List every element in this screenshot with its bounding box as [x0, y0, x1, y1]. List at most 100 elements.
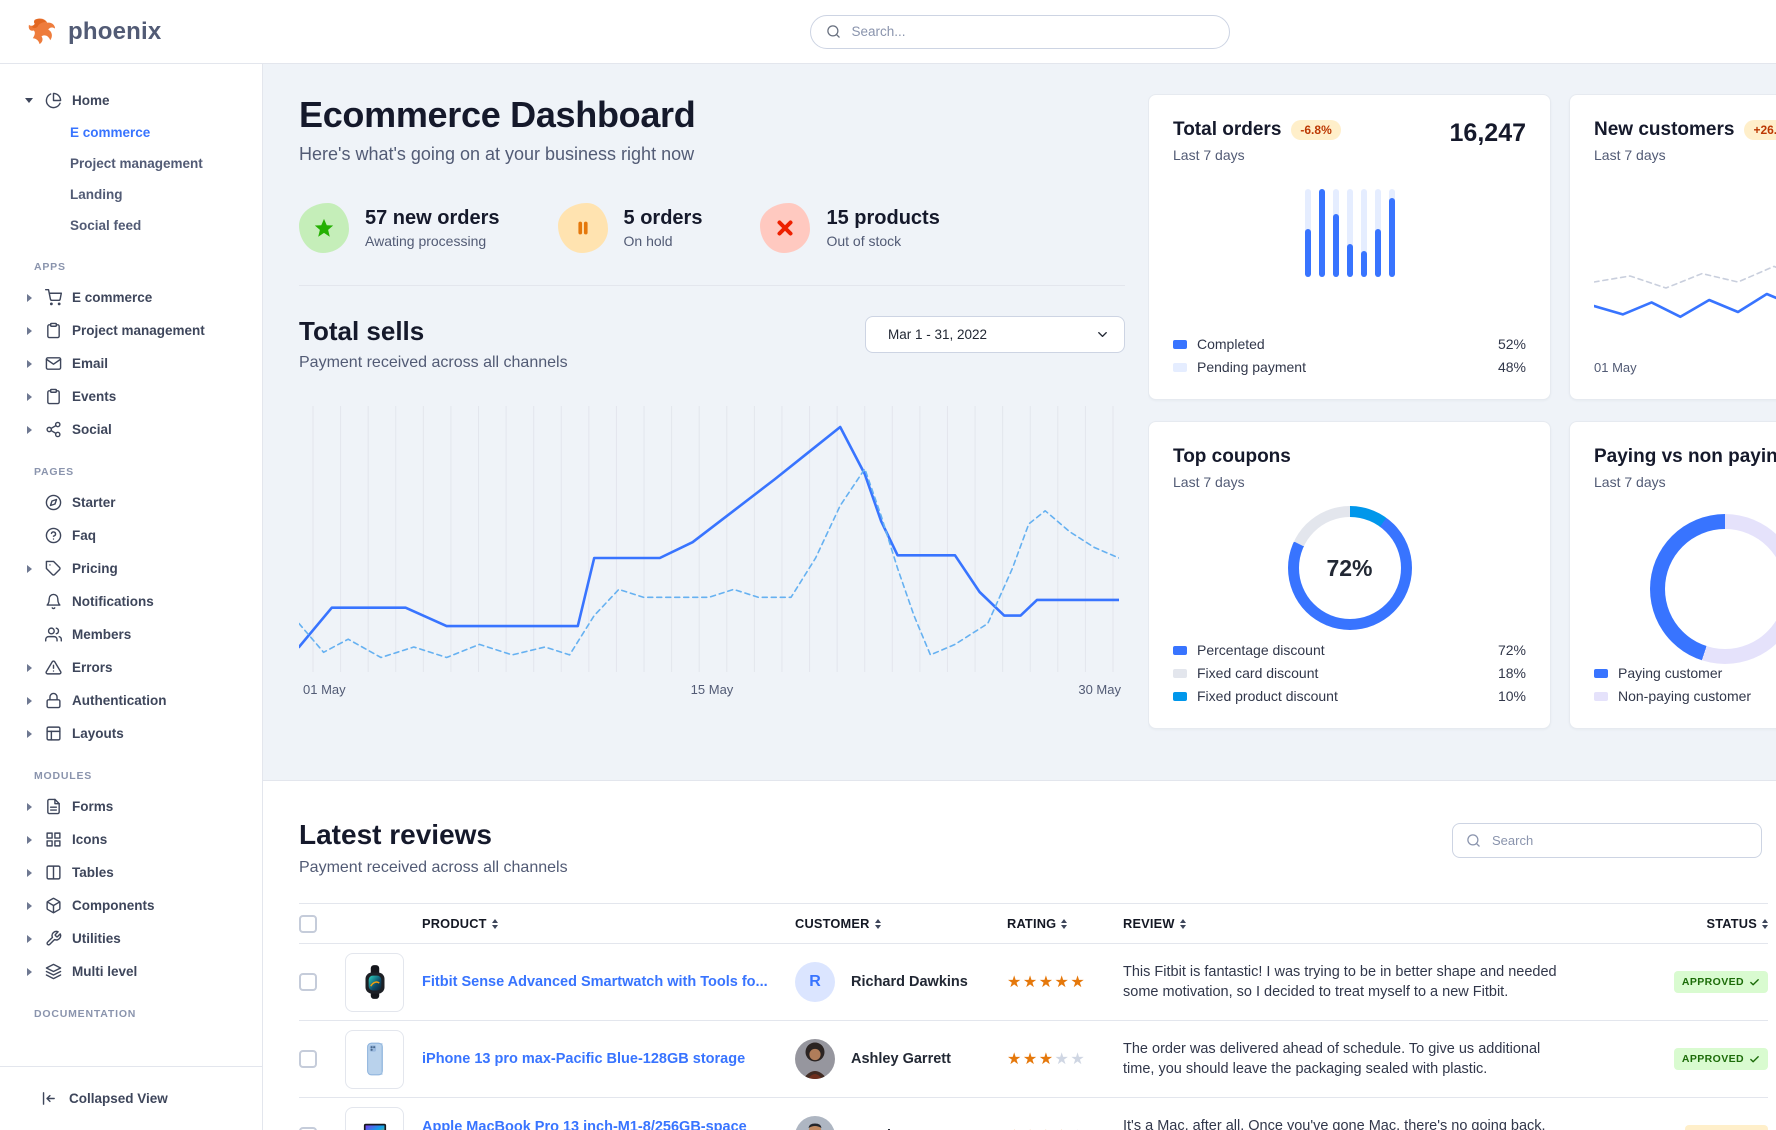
- global-search[interactable]: [809, 14, 1230, 49]
- product-link[interactable]: iPhone 13 pro max-Pacific Blue-128GB sto…: [422, 1051, 746, 1067]
- product-image[interactable]: [345, 952, 404, 1012]
- row-checkbox[interactable]: [299, 1127, 317, 1130]
- sidebar-item-components[interactable]: Components: [24, 889, 262, 922]
- caret-right-icon: [24, 696, 34, 705]
- sidebar-item-social[interactable]: Social: [24, 413, 262, 446]
- coupons-donut-chart: 72%: [1287, 506, 1412, 630]
- bar: [1318, 189, 1325, 277]
- users-icon: [44, 626, 62, 643]
- sidebar-item-home[interactable]: Home: [24, 84, 262, 117]
- sidebar-item-project-management[interactable]: Project management: [24, 314, 262, 347]
- caret-right-icon: [24, 901, 34, 910]
- layers-icon: [44, 963, 62, 980]
- column-header-rating[interactable]: RATING: [1007, 916, 1123, 931]
- bell-icon: [44, 593, 62, 610]
- sidebar-item-label: Project management: [72, 323, 205, 338]
- card-title: Top coupons: [1173, 446, 1291, 467]
- sidebar-item-tables[interactable]: Tables: [24, 856, 262, 889]
- row-checkbox[interactable]: [299, 973, 317, 991]
- sidebar-item-e-commerce[interactable]: E commerce: [24, 281, 262, 314]
- date-range-select[interactable]: Mar 1 - 31, 2022: [865, 316, 1125, 353]
- sidebar-subitem-e-commerce[interactable]: E commerce: [24, 117, 262, 148]
- legend-value: 48%: [1497, 359, 1526, 375]
- legend-row: Completed 52%: [1173, 336, 1526, 352]
- row-checkbox[interactable]: [299, 1050, 317, 1068]
- product-link[interactable]: Fitbit Sense Advanced Smartwatch with To…: [422, 974, 768, 990]
- caret-right-icon: [24, 392, 34, 401]
- top-coupons-card: Top coupons Last 7 days 72% Percentage d…: [1148, 421, 1551, 729]
- chevron-down-icon: [1095, 327, 1110, 342]
- sidebar-item-events[interactable]: Events: [24, 380, 262, 413]
- mini-line-chart: [1594, 265, 1776, 319]
- search-icon: [826, 24, 841, 39]
- sidebar-section-label: DOCUMENTATION: [34, 1008, 137, 1020]
- legend-label: Fixed card discount: [1197, 665, 1319, 681]
- orders-bar-chart: [1304, 189, 1395, 277]
- search-icon: [1466, 833, 1481, 848]
- sidebar-item-label: Authentication: [72, 693, 167, 708]
- status-badge: APPROVED: [1673, 971, 1768, 993]
- sidebar-item-label: Project management: [70, 156, 203, 171]
- status-badge: PENDING: [1685, 1125, 1768, 1130]
- sidebar-subitem-social-feed[interactable]: Social feed: [24, 210, 262, 241]
- sidebar-item-utilities[interactable]: Utilities: [24, 922, 262, 955]
- lock-icon: [44, 692, 62, 709]
- sidebar-item-label: E commerce: [70, 125, 151, 140]
- sidebar-nav: Home E commerce Project management Landing S…: [0, 84, 262, 1020]
- sidebar-item-label: Utilities: [72, 931, 121, 946]
- sidebar-item-label: Events: [72, 389, 117, 404]
- global-search-input[interactable]: [849, 23, 1214, 40]
- bar: [1360, 189, 1367, 277]
- sidebar-item-starter[interactable]: Starter: [24, 486, 262, 519]
- sidebar-item-label: E commerce: [72, 290, 153, 305]
- reviews-search[interactable]: [1452, 823, 1762, 858]
- orders-legend: Completed 52% Pending payment 48%: [1173, 336, 1526, 375]
- main-content: Ecommerce Dashboard Here's what's going …: [263, 64, 1776, 1130]
- product-image[interactable]: [345, 1106, 404, 1130]
- product-link[interactable]: Apple MacBook Pro 13 inch-M1-8/256GB-spa…: [422, 1119, 747, 1130]
- sidebar-item-label: Social feed: [70, 218, 142, 233]
- sidebar-item-members[interactable]: Members: [24, 618, 262, 651]
- sidebar-item-errors[interactable]: Errors: [24, 651, 262, 684]
- sidebar-item-notifications[interactable]: Notifications: [24, 585, 262, 618]
- card-period: Last 7 days: [1594, 147, 1666, 163]
- layout-icon: [44, 725, 62, 742]
- table-row: iPhone 13 pro max-Pacific Blue-128GB sto…: [299, 1021, 1768, 1098]
- sidebar-item-label: Email: [72, 356, 109, 371]
- card-title: New customers: [1594, 119, 1735, 140]
- dashboard-section: Ecommerce Dashboard Here's what's going …: [263, 64, 1776, 780]
- legend-value: 10%: [1497, 688, 1526, 704]
- coupons-legend: Percentage discount 72% Fixed card discoun…: [1173, 642, 1526, 704]
- sidebar-item-label: Forms: [72, 799, 114, 814]
- brand-logo[interactable]: phoenix: [0, 17, 263, 46]
- sidebar-item-multi-level[interactable]: Multi level: [24, 955, 262, 988]
- sidebar-item-pricing[interactable]: Pricing: [24, 552, 262, 585]
- product-image[interactable]: [345, 1029, 404, 1089]
- sidebar-subitem-project-management[interactable]: Project management: [24, 148, 262, 179]
- caret-right-icon: [24, 729, 34, 738]
- reviews-search-input[interactable]: [1490, 832, 1748, 849]
- sidebar-item-icons[interactable]: Icons: [24, 823, 262, 856]
- column-header-product[interactable]: PRODUCT: [422, 916, 795, 931]
- caret-right-icon: [24, 868, 34, 877]
- donut-center-value: 72%: [1326, 554, 1373, 581]
- legend-swatch: [1173, 362, 1187, 372]
- collapse-sidebar-button[interactable]: Collapsed View: [0, 1066, 262, 1130]
- column-header-customer[interactable]: CUSTOMER: [795, 916, 1007, 931]
- legend-row: Pending payment 48%: [1173, 359, 1526, 375]
- sidebar-item-layouts[interactable]: Layouts: [24, 717, 262, 750]
- column-header-status[interactable]: STATUS: [1638, 916, 1768, 931]
- sidebar-item-authentication[interactable]: Authentication: [24, 684, 262, 717]
- column-header-review[interactable]: REVIEW: [1123, 916, 1638, 931]
- sidebar-subitem-landing[interactable]: Landing: [24, 179, 262, 210]
- tag-icon: [44, 560, 62, 577]
- customer-name: Richard Dawkins: [851, 974, 968, 990]
- sidebar-item-email[interactable]: Email: [24, 347, 262, 380]
- rating-stars: ★★★★★: [1007, 1051, 1087, 1068]
- total-sells-subtitle: Payment received across all channels: [299, 354, 568, 371]
- sidebar-item-faq[interactable]: Faq: [24, 519, 262, 552]
- paying-card: Paying vs non paying Last 7 days Paying …: [1569, 421, 1776, 729]
- sidebar-item-forms[interactable]: Forms: [24, 790, 262, 823]
- change-badge: -6.8%: [1291, 120, 1341, 140]
- select-all-checkbox[interactable]: [299, 914, 317, 933]
